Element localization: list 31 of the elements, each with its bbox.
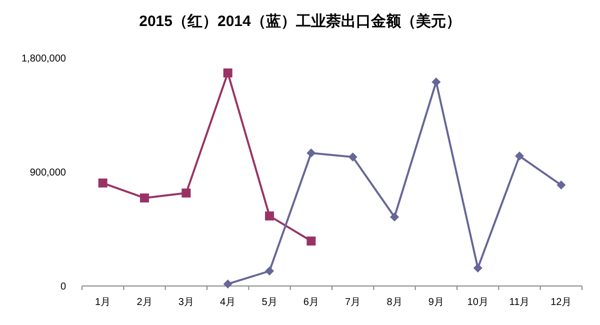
point	[140, 193, 149, 202]
point	[223, 279, 232, 288]
x-tick-label: 3月	[178, 297, 194, 308]
chart-title: 2015（红）2014（蓝）工业萘出口金额（美元）	[139, 12, 461, 30]
x-tick-label: 12月	[550, 297, 572, 308]
x-tick-label: 10月	[467, 297, 488, 308]
point	[515, 152, 524, 161]
point	[265, 266, 274, 276]
point	[306, 148, 316, 158]
x-tick-label: 11月	[509, 297, 530, 308]
y-tick-label: 900,000	[30, 168, 66, 178]
point	[473, 264, 482, 273]
x-tick-label: 4月	[220, 297, 236, 308]
point	[390, 212, 399, 222]
x-tick-label: 5月	[262, 297, 278, 308]
point	[98, 178, 108, 188]
x-tick-label: 8月	[386, 297, 402, 308]
x-tick-label: 1月	[95, 297, 111, 308]
point	[306, 236, 316, 246]
x-tick-label: 9月	[428, 297, 444, 308]
point	[556, 180, 566, 190]
x-tick-label: 7月	[345, 297, 361, 308]
point	[265, 211, 274, 220]
y-tick-label: 1,800,000	[22, 54, 66, 64]
x-tick-label: 2月	[136, 297, 152, 308]
point	[223, 68, 232, 78]
point	[182, 188, 191, 198]
point	[348, 152, 358, 162]
y-tick-label: 0	[60, 282, 66, 292]
x-tick-label: 6月	[303, 297, 319, 308]
point	[432, 77, 441, 86]
